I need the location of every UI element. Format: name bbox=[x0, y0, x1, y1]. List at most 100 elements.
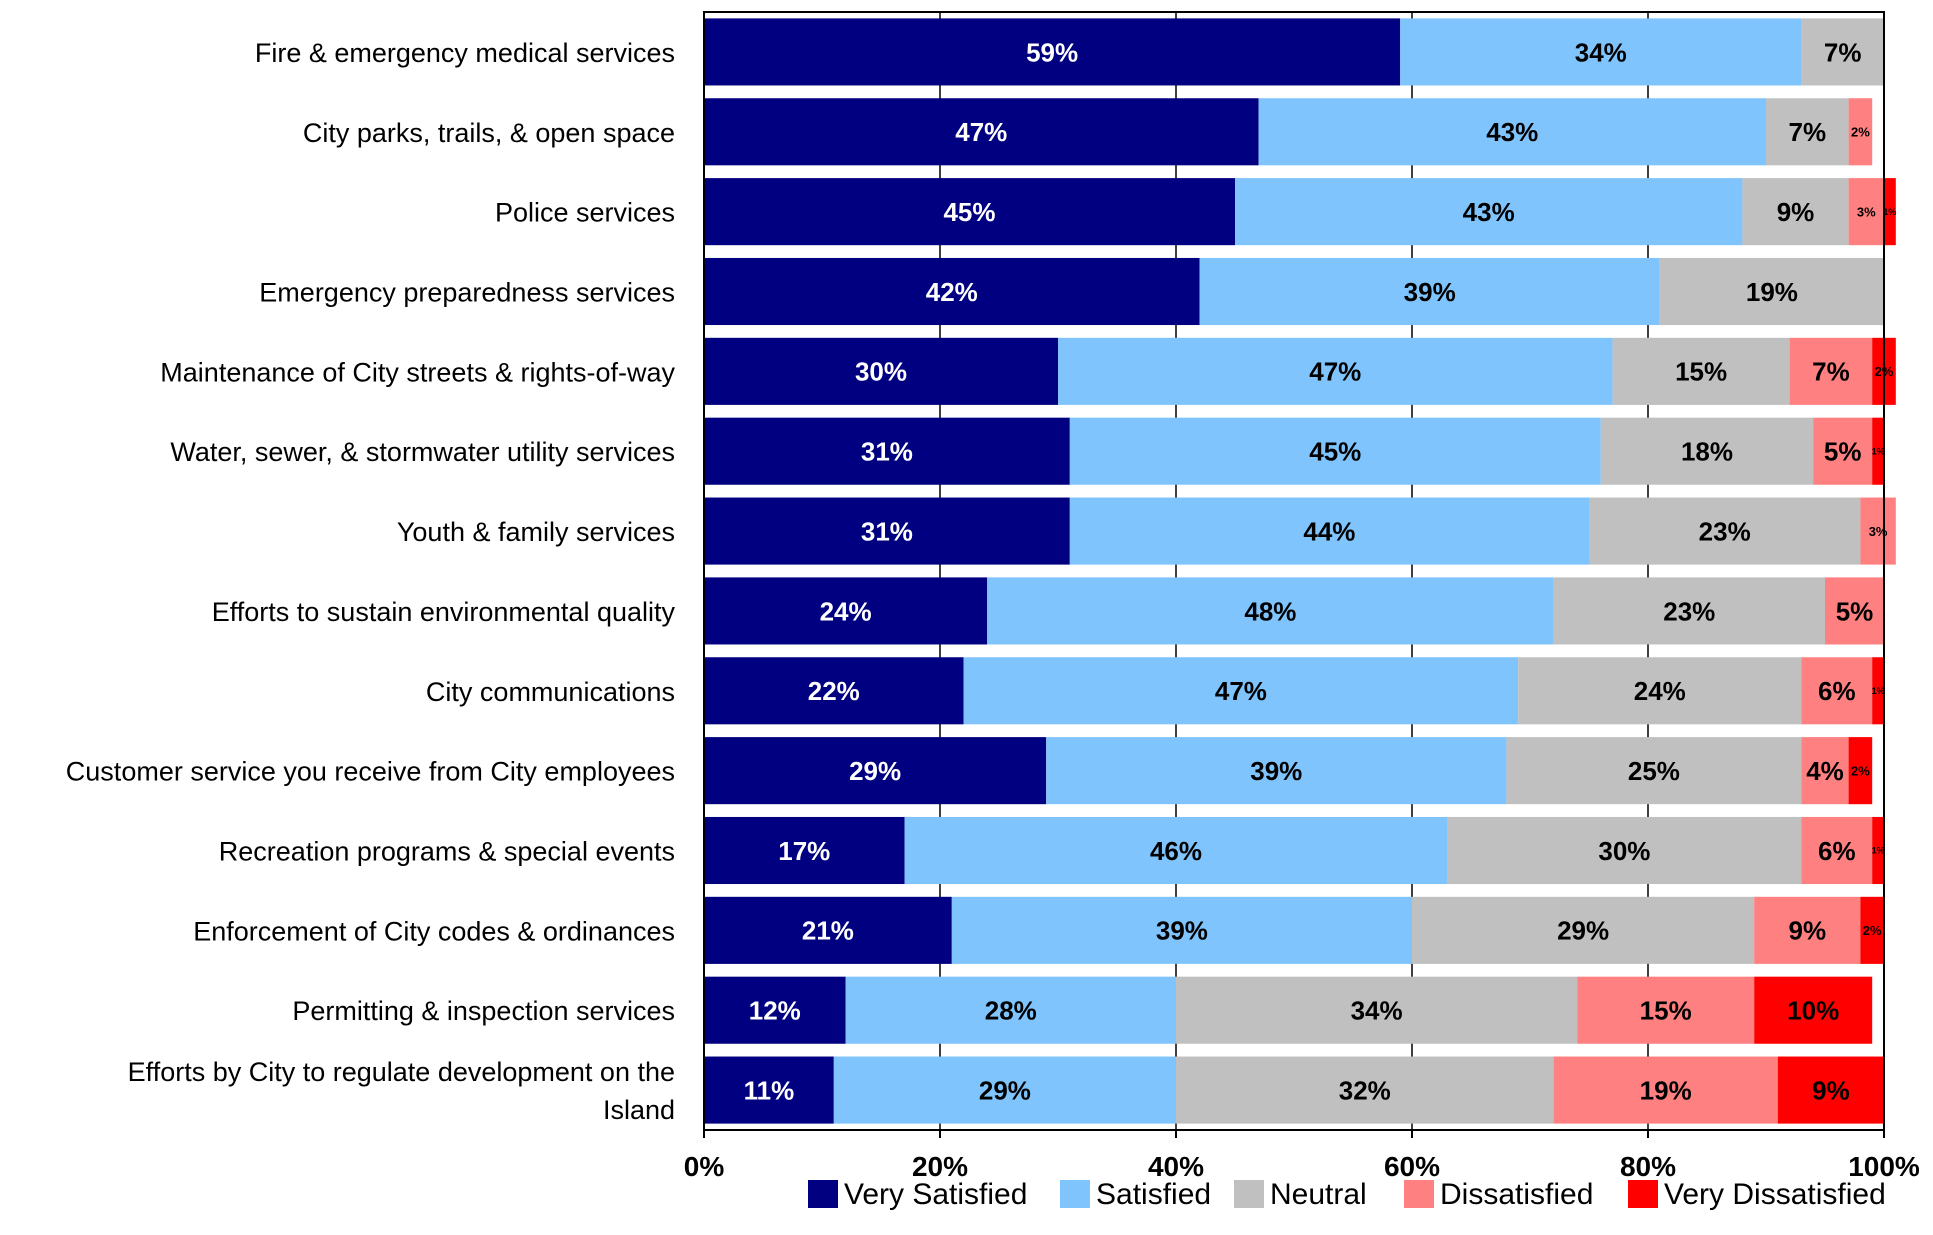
category-label: Maintenance of City streets & rights-of-… bbox=[160, 357, 675, 387]
data-label: 21% bbox=[802, 916, 854, 946]
bars: 59% 34% 7% 47% 43% 7% 2% 45% 43% 9% 3% 1% 42% 39% 19% 3… bbox=[704, 18, 1896, 1124]
data-label: 6% bbox=[1818, 836, 1856, 866]
data-label: 47% bbox=[955, 117, 1007, 147]
bar-segment-very-dissatisfied bbox=[1777, 1056, 1884, 1124]
data-label: 3% bbox=[1857, 204, 1876, 219]
bar-segment-neutral bbox=[1518, 657, 1802, 725]
data-label: 2% bbox=[1863, 923, 1882, 938]
bar-segment-very-dissatisfied bbox=[1872, 657, 1884, 725]
bar-segment-dissatisfied bbox=[1801, 816, 1873, 885]
bar-segment-very-satisfied bbox=[704, 657, 964, 725]
data-label: 2% bbox=[1851, 124, 1870, 139]
bar-segment-dissatisfied bbox=[1860, 497, 1896, 565]
bar-segment-very-satisfied bbox=[704, 497, 1070, 565]
bar-segment-satisfied bbox=[1069, 417, 1601, 485]
data-label: 15% bbox=[1640, 996, 1692, 1026]
bar-segment-very-dissatisfied bbox=[1872, 417, 1884, 485]
category-label: Efforts to sustain environmental quality bbox=[212, 597, 676, 627]
data-label: 39% bbox=[1404, 277, 1456, 307]
x-tick-label: 80% bbox=[1620, 1151, 1676, 1182]
legend-label: Dissatisfied bbox=[1440, 1178, 1593, 1211]
data-label: 34% bbox=[1575, 37, 1627, 67]
bar-segment-satisfied bbox=[987, 577, 1554, 645]
data-label: 59% bbox=[1026, 37, 1078, 67]
legend-label: Very Satisfied bbox=[844, 1178, 1027, 1211]
data-label: 19% bbox=[1746, 277, 1798, 307]
bar-segment-very-dissatisfied bbox=[1848, 737, 1873, 805]
data-label: 46% bbox=[1150, 836, 1202, 866]
bar-segment-neutral bbox=[1176, 1056, 1554, 1124]
data-label: 1% bbox=[1872, 686, 1885, 696]
legend: Very Satisfied Satisfied Neutral Dissatisfi… bbox=[808, 1178, 1886, 1211]
x-tick-label: 20% bbox=[912, 1151, 968, 1182]
data-label: 6% bbox=[1818, 676, 1856, 706]
data-label: 3% bbox=[1869, 524, 1888, 539]
x-tick-label: 40% bbox=[1148, 1151, 1204, 1182]
bar-segment-dissatisfied bbox=[1848, 178, 1884, 246]
data-label: 30% bbox=[1598, 836, 1650, 866]
bar-segment-dissatisfied bbox=[1553, 1056, 1778, 1124]
bar-segment-very-dissatisfied bbox=[1860, 896, 1884, 964]
data-label: 23% bbox=[1663, 596, 1715, 626]
data-label: 22% bbox=[808, 676, 860, 706]
legend-label: Satisfied bbox=[1096, 1178, 1211, 1211]
category-labels: Fire & emergency medical services City pa… bbox=[66, 38, 676, 1125]
bar-segment-dissatisfied bbox=[1789, 337, 1873, 405]
bar-segment-very-satisfied bbox=[704, 1056, 834, 1124]
data-label: 15% bbox=[1675, 357, 1727, 387]
data-label: 45% bbox=[1309, 437, 1361, 467]
data-label: 4% bbox=[1806, 756, 1844, 786]
data-label: 5% bbox=[1836, 596, 1874, 626]
bar-segment-satisfied bbox=[845, 976, 1176, 1044]
data-label: 42% bbox=[926, 277, 978, 307]
data-label: 17% bbox=[778, 836, 830, 866]
bar-segment-very-satisfied bbox=[704, 816, 905, 885]
bar-segment-neutral bbox=[1600, 417, 1814, 485]
data-label: 28% bbox=[985, 996, 1037, 1026]
bar-segment-dissatisfied bbox=[1801, 737, 1849, 805]
x-tick-label: 60% bbox=[1384, 1151, 1440, 1182]
data-label: 1% bbox=[1883, 207, 1896, 217]
category-label: Police services bbox=[495, 198, 675, 228]
bar-segment-neutral bbox=[1589, 497, 1861, 565]
data-label: 7% bbox=[1812, 357, 1850, 387]
data-label: 2% bbox=[1851, 763, 1870, 778]
data-label: 34% bbox=[1351, 996, 1403, 1026]
data-label: 31% bbox=[861, 516, 913, 546]
data-label: 47% bbox=[1309, 357, 1361, 387]
bar-segment-dissatisfied bbox=[1848, 98, 1873, 166]
category-label: Youth & family services bbox=[397, 517, 675, 547]
bar-segment-very-satisfied bbox=[704, 257, 1200, 326]
bar-segment-neutral bbox=[1553, 577, 1825, 645]
bar-segment-satisfied bbox=[963, 657, 1519, 725]
data-label: 19% bbox=[1640, 1075, 1692, 1105]
bar-segment-neutral bbox=[1612, 337, 1790, 405]
data-label: 32% bbox=[1339, 1075, 1391, 1105]
legend-swatch bbox=[1234, 1180, 1264, 1208]
category-label: Fire & emergency medical services bbox=[255, 38, 675, 68]
bar-segment-neutral bbox=[1801, 18, 1884, 86]
bar-segment-satisfied bbox=[951, 896, 1412, 964]
data-label: 29% bbox=[849, 756, 901, 786]
bar-segment-satisfied bbox=[1046, 737, 1507, 805]
bar-segment-neutral bbox=[1742, 178, 1849, 246]
bar-segment-satisfied bbox=[904, 816, 1448, 885]
bar-segment-very-satisfied bbox=[704, 178, 1235, 246]
category-label: Efforts by City to regulate development … bbox=[128, 1057, 675, 1087]
bar-segment-very-satisfied bbox=[704, 337, 1058, 405]
x-axis: 0% 20% 40% 60% 80% 100% bbox=[684, 11, 1920, 1182]
data-label: 12% bbox=[749, 996, 801, 1026]
bar-segment-dissatisfied bbox=[1577, 976, 1755, 1044]
bar-segment-dissatisfied bbox=[1801, 657, 1873, 725]
x-tick-label: 100% bbox=[1848, 1151, 1920, 1182]
bar-segment-satisfied bbox=[1069, 497, 1589, 565]
legend-label: Neutral bbox=[1270, 1178, 1367, 1211]
data-label: 9% bbox=[1777, 197, 1815, 227]
data-label: 7% bbox=[1789, 117, 1827, 147]
legend-label: Very Dissatisfied bbox=[1664, 1178, 1886, 1211]
data-label: 43% bbox=[1486, 117, 1538, 147]
bar-segment-dissatisfied bbox=[1754, 896, 1861, 964]
legend-swatch bbox=[1060, 1180, 1090, 1208]
data-label: 23% bbox=[1699, 516, 1751, 546]
bar-segment-very-satisfied bbox=[704, 577, 988, 645]
